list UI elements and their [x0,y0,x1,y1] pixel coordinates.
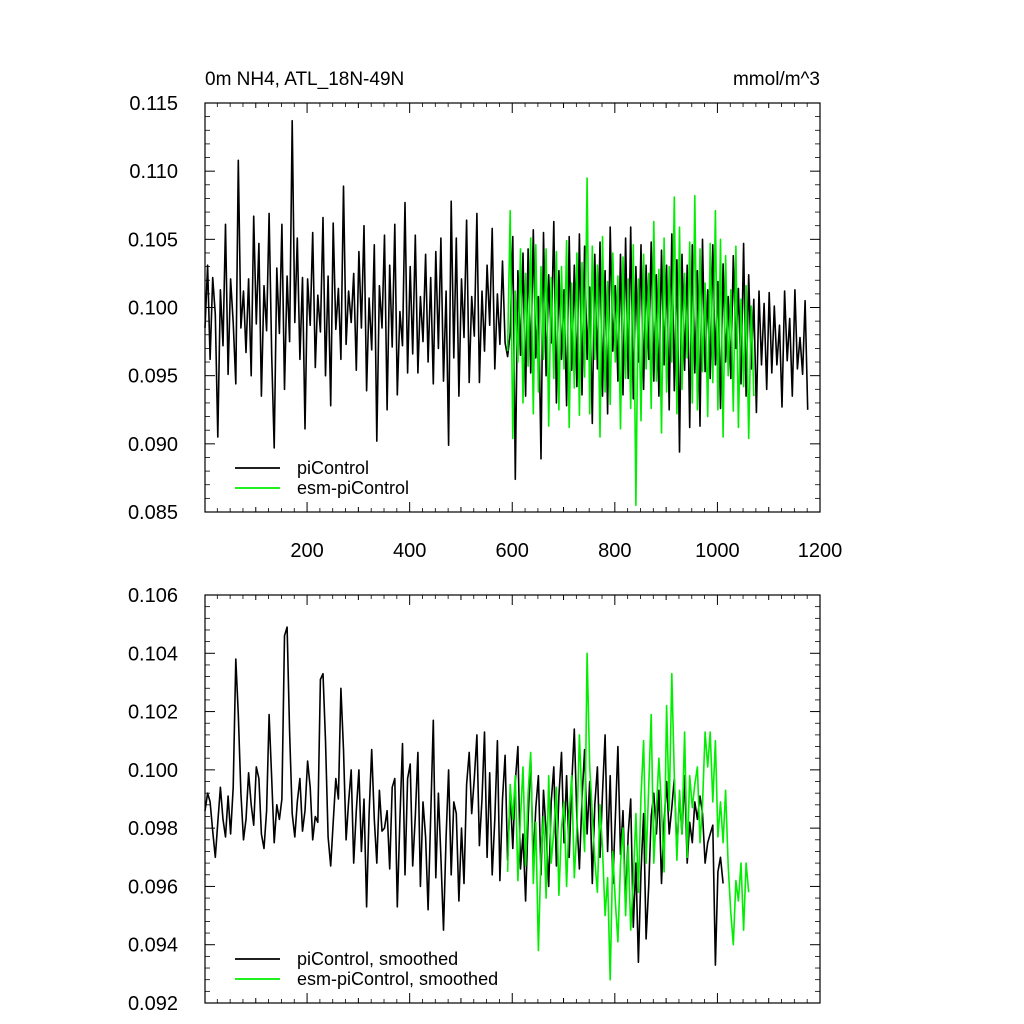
top-y-tick-label: 0.105 [128,229,178,251]
bottom-y-tick-label: 0.094 [128,935,178,957]
top-x-tick-label: 400 [393,540,426,562]
chart-units-label: mmol/m^3 [733,69,820,90]
bottom-series-esm-picontrol-line [506,652,750,981]
top-x-tick-label: 1200 [798,540,843,562]
bottom-y-tick-label: 0.106 [128,585,178,607]
bottom-legend-label: esm-piControl, smoothed [297,969,498,989]
bottom-y-tick-label: 0.098 [128,818,178,840]
top-y-tick-label: 0.115 [129,93,178,115]
bottom-legend-label: piControl, smoothed [297,949,458,969]
bottom-series-picontrol-line [204,626,724,966]
top-y-tick-label: 0.085 [128,502,178,524]
top-y-tick-label: 0.110 [129,161,178,183]
top-series-picontrol-line [204,119,809,481]
top-y-tick-label: 0.100 [128,298,178,320]
top-series-esm-picontrol-line [506,177,755,507]
top-y-tick-label: 0.095 [128,366,178,388]
top-x-tick-label: 200 [290,540,323,562]
top-x-tick-label: 800 [598,540,631,562]
top-y-tick-label: 0.090 [128,434,178,456]
bottom-panel: 0.092 0.094 0.096 0.098 0.100 0.102 0.104 0.106… [128,585,821,1015]
top-legend-label: esm-piControl [297,478,409,498]
bottom-y-tick-label: 0.096 [128,876,178,898]
top-legend-label: piControl [297,458,369,478]
bottom-y-tick-label: 0.104 [128,643,178,665]
chart-title-left: 0m NH4, ATL_18N-49N [205,69,404,90]
bottom-y-tick-label: 0.092 [128,993,178,1015]
top-x-tick-label: 600 [496,540,529,562]
bottom-y-tick-label: 0.100 [128,760,178,782]
top-x-tick-label: 1000 [695,540,740,562]
top-panel: 200 400 600 800 1000 1200 0.085 0.090 0.095 0.100… [128,93,842,562]
bottom-y-tick-label: 0.102 [128,702,178,724]
